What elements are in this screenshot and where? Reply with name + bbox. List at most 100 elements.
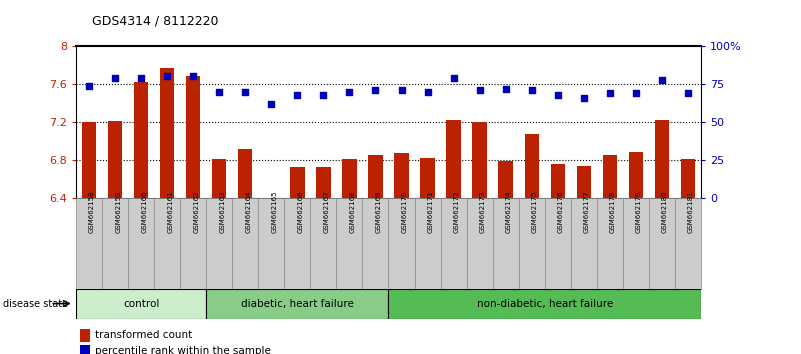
FancyBboxPatch shape bbox=[545, 198, 570, 289]
Bar bbox=[602, 155, 617, 198]
Text: disease state: disease state bbox=[3, 298, 68, 309]
Bar bbox=[654, 120, 669, 198]
FancyBboxPatch shape bbox=[441, 198, 466, 289]
Bar bbox=[498, 161, 513, 198]
Text: GSM662173: GSM662173 bbox=[480, 190, 485, 233]
Point bbox=[343, 89, 356, 95]
Point bbox=[630, 90, 642, 96]
Text: GSM662162: GSM662162 bbox=[193, 190, 199, 233]
Point bbox=[421, 89, 434, 95]
Bar bbox=[681, 159, 695, 198]
Point bbox=[395, 87, 408, 93]
Point bbox=[187, 74, 199, 79]
FancyBboxPatch shape bbox=[258, 198, 284, 289]
Text: GSM662169: GSM662169 bbox=[376, 190, 381, 233]
Text: GSM662163: GSM662163 bbox=[219, 190, 225, 233]
Bar bbox=[186, 76, 200, 198]
Point bbox=[603, 90, 616, 96]
Point bbox=[83, 83, 95, 88]
FancyBboxPatch shape bbox=[154, 198, 180, 289]
Bar bbox=[82, 122, 96, 198]
Text: GSM662160: GSM662160 bbox=[141, 190, 147, 233]
Bar bbox=[108, 121, 123, 198]
FancyBboxPatch shape bbox=[207, 198, 232, 289]
Bar bbox=[394, 153, 409, 198]
FancyBboxPatch shape bbox=[362, 198, 388, 289]
Point bbox=[473, 87, 486, 93]
Bar bbox=[316, 167, 331, 198]
Bar bbox=[134, 82, 148, 198]
FancyBboxPatch shape bbox=[674, 198, 701, 289]
Point bbox=[213, 89, 226, 95]
Point bbox=[161, 74, 174, 79]
Text: GSM662164: GSM662164 bbox=[245, 190, 252, 233]
FancyBboxPatch shape bbox=[597, 198, 623, 289]
Text: GSM662170: GSM662170 bbox=[401, 190, 408, 233]
Text: GSM662167: GSM662167 bbox=[324, 190, 329, 233]
Point bbox=[551, 92, 564, 98]
Bar bbox=[473, 122, 487, 198]
FancyBboxPatch shape bbox=[493, 198, 519, 289]
FancyBboxPatch shape bbox=[103, 198, 128, 289]
Bar bbox=[238, 149, 252, 198]
FancyBboxPatch shape bbox=[388, 289, 701, 319]
Point bbox=[499, 86, 512, 91]
FancyBboxPatch shape bbox=[466, 198, 493, 289]
FancyBboxPatch shape bbox=[311, 198, 336, 289]
Bar bbox=[629, 152, 643, 198]
Text: GSM662159: GSM662159 bbox=[115, 190, 121, 233]
Point bbox=[109, 75, 122, 81]
FancyBboxPatch shape bbox=[388, 198, 415, 289]
Bar bbox=[421, 158, 435, 198]
Text: GSM662165: GSM662165 bbox=[272, 190, 277, 233]
Text: GSM662172: GSM662172 bbox=[453, 190, 460, 233]
Text: control: control bbox=[123, 298, 159, 309]
FancyBboxPatch shape bbox=[519, 198, 545, 289]
FancyBboxPatch shape bbox=[649, 198, 674, 289]
FancyBboxPatch shape bbox=[76, 198, 103, 289]
Point bbox=[578, 95, 590, 101]
FancyBboxPatch shape bbox=[76, 289, 207, 319]
FancyBboxPatch shape bbox=[128, 198, 154, 289]
Bar bbox=[212, 159, 227, 198]
Text: GSM662171: GSM662171 bbox=[428, 190, 433, 233]
Text: percentile rank within the sample: percentile rank within the sample bbox=[95, 346, 271, 354]
Point bbox=[239, 89, 252, 95]
Point bbox=[291, 92, 304, 98]
FancyBboxPatch shape bbox=[180, 198, 207, 289]
Text: GSM662158: GSM662158 bbox=[89, 190, 95, 233]
Text: GSM662176: GSM662176 bbox=[557, 190, 564, 233]
Text: GSM662179: GSM662179 bbox=[636, 190, 642, 233]
Bar bbox=[550, 164, 565, 198]
Text: GSM662175: GSM662175 bbox=[532, 190, 537, 233]
Bar bbox=[290, 167, 304, 198]
Bar bbox=[577, 166, 591, 198]
Text: GSM662174: GSM662174 bbox=[505, 190, 512, 233]
Bar bbox=[446, 120, 461, 198]
Bar bbox=[525, 135, 539, 198]
Point bbox=[682, 90, 694, 96]
FancyBboxPatch shape bbox=[284, 198, 311, 289]
Text: GSM662180: GSM662180 bbox=[662, 190, 668, 233]
Point bbox=[525, 87, 538, 93]
Bar bbox=[342, 159, 356, 198]
Text: diabetic, heart failure: diabetic, heart failure bbox=[241, 298, 354, 309]
Text: GSM662178: GSM662178 bbox=[610, 190, 616, 233]
FancyBboxPatch shape bbox=[207, 289, 388, 319]
Point bbox=[369, 87, 382, 93]
FancyBboxPatch shape bbox=[570, 198, 597, 289]
Text: GDS4314 / 8112220: GDS4314 / 8112220 bbox=[92, 14, 219, 27]
Bar bbox=[368, 155, 383, 198]
Text: GSM662168: GSM662168 bbox=[349, 190, 356, 233]
FancyBboxPatch shape bbox=[415, 198, 441, 289]
Text: GSM662177: GSM662177 bbox=[584, 190, 590, 233]
Text: non-diabetic, heart failure: non-diabetic, heart failure bbox=[477, 298, 613, 309]
FancyBboxPatch shape bbox=[623, 198, 649, 289]
FancyBboxPatch shape bbox=[232, 198, 258, 289]
Point bbox=[655, 77, 668, 82]
Text: GSM662161: GSM662161 bbox=[167, 190, 173, 233]
FancyBboxPatch shape bbox=[336, 198, 362, 289]
Text: transformed count: transformed count bbox=[95, 330, 191, 341]
Point bbox=[317, 92, 330, 98]
Point bbox=[447, 75, 460, 81]
